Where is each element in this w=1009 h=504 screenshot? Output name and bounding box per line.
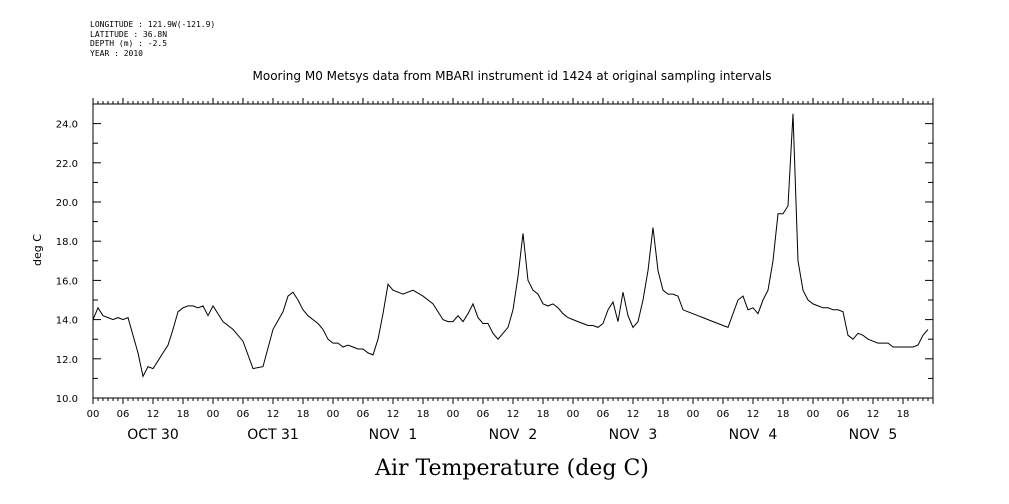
x-tick-label: 06 — [237, 409, 250, 420]
x-tick-label: 18 — [777, 409, 790, 420]
bottom-title: Air Temperature (deg C) — [374, 456, 649, 481]
x-tick-label: 00 — [567, 409, 580, 420]
chart-title: Mooring M0 Metsys data from MBARI instru… — [253, 69, 772, 83]
x-tick-label: 18 — [537, 409, 550, 420]
x-day-label: OCT 31 — [247, 427, 299, 443]
x-tick-label: 00 — [687, 409, 700, 420]
x-tick-label: 06 — [597, 409, 610, 420]
x-tick-label: 12 — [387, 409, 400, 420]
x-tick-label: 18 — [417, 409, 430, 420]
y-tick-label: 10.0 — [56, 394, 78, 405]
x-tick-label: 12 — [267, 409, 280, 420]
y-tick-label: 20.0 — [56, 198, 78, 209]
year-label: YEAR : 2010 — [90, 48, 143, 58]
x-tick-label: 12 — [747, 409, 760, 420]
x-tick-label: 18 — [897, 409, 910, 420]
x-tick-label: 00 — [807, 409, 820, 420]
plot-frame — [92, 103, 934, 399]
y-tick-label: 18.0 — [56, 237, 78, 248]
air-temperature-series-line — [92, 113, 929, 378]
x-tick-label: 00 — [87, 409, 100, 420]
x-tick-label: 12 — [507, 409, 520, 420]
x-tick-label: 06 — [837, 409, 850, 420]
station-metadata: LONGITUDE : 121.9W(-121.9) LATITUDE : 36… — [90, 20, 215, 58]
latitude-label: LATITUDE : 36.8N — [90, 29, 168, 39]
y-tick-label: 12.0 — [56, 355, 78, 366]
x-tick-label: 18 — [657, 409, 670, 420]
longitude-label: LONGITUDE : 121.9W(-121.9) — [90, 20, 216, 29]
x-tick-label: 06 — [477, 409, 490, 420]
x-tick-label: 06 — [357, 409, 370, 420]
x-day-label: OCT 30 — [127, 427, 179, 443]
y-tick-label: 14.0 — [56, 316, 78, 327]
x-day-label: NOV 5 — [849, 427, 898, 443]
x-day-label: NOV 2 — [489, 427, 538, 443]
y-axis-label: deg C — [31, 234, 44, 266]
y-tick-label: 24.0 — [56, 120, 78, 131]
x-tick-label: 12 — [147, 409, 160, 420]
x-day-label: NOV 4 — [729, 427, 778, 443]
x-day-label: NOV 1 — [369, 427, 418, 443]
x-tick-label: 06 — [717, 409, 730, 420]
y-tick-label: 22.0 — [56, 159, 78, 170]
x-tick-label: 00 — [447, 409, 460, 420]
x-tick-label: 00 — [327, 409, 340, 420]
x-tick-label: 06 — [117, 409, 130, 420]
x-tick-label: 00 — [207, 409, 220, 420]
depth-label: DEPTH (m) : -2.5 — [90, 39, 168, 48]
plot-area: 00 06 12 18 00 06 12 18 00 06 12 18 00 06 12 18 00 06 12 18… — [56, 98, 934, 443]
x-tick-label: 18 — [177, 409, 190, 420]
x-day-label: NOV 3 — [609, 427, 658, 443]
x-tick-label: 12 — [627, 409, 640, 420]
y-tick-label: 16.0 — [56, 276, 78, 287]
x-tick-label: 12 — [867, 409, 880, 420]
x-tick-label: 18 — [297, 409, 310, 420]
